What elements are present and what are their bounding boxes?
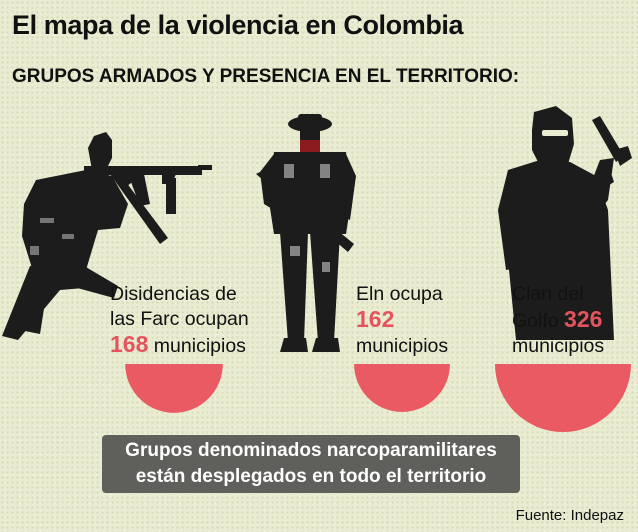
eln-unit: municipios xyxy=(356,335,449,357)
semicircle-shape xyxy=(495,364,631,432)
clan-label: Clan del Golfo 326 municipios xyxy=(512,282,604,359)
semicircle-farc xyxy=(125,364,223,413)
clan-unit: municipios xyxy=(512,335,605,357)
semicircle-shape xyxy=(354,364,450,412)
eln-guerrilla-silhouette-icon xyxy=(250,112,360,357)
semicircle-shape xyxy=(125,364,223,413)
farc-label: Disidencias de las Farc ocupan 168 munic… xyxy=(110,282,249,359)
page-subtitle: GRUPOS ARMADOS Y PRESENCIA EN EL TERRITO… xyxy=(12,66,520,87)
page-title: El mapa de la violencia en Colombia xyxy=(12,10,464,40)
narcoparamilitary-banner: Grupos denominados narcoparamilitares es… xyxy=(102,435,520,493)
farc-label-line2: las Farc ocupan xyxy=(110,308,249,330)
banner-line2: están desplegados en todo el territorio xyxy=(135,466,487,487)
farc-label-line1: Disidencias de xyxy=(110,283,237,305)
clan-label-line1: Clan del xyxy=(512,283,584,305)
clan-del-golfo-silhouette-icon xyxy=(496,100,638,355)
banner-line1: Grupos denominados narcoparamilitares xyxy=(125,440,497,461)
eln-value: 162 xyxy=(356,306,395,332)
semicircle-clan xyxy=(495,364,631,432)
farc-unit: municipios xyxy=(153,335,246,357)
farc-dissident-silhouette-icon xyxy=(0,118,215,353)
farc-value: 168 xyxy=(110,331,149,357)
eln-label: Eln ocupa 162 municipios xyxy=(356,282,448,359)
source-note: Fuente: Indepaz xyxy=(515,507,624,524)
semicircle-eln xyxy=(354,364,450,412)
eln-label-line1: Eln ocupa xyxy=(356,283,443,305)
clan-value: 326 xyxy=(564,306,603,332)
clan-label-line2: Golfo xyxy=(512,310,559,332)
